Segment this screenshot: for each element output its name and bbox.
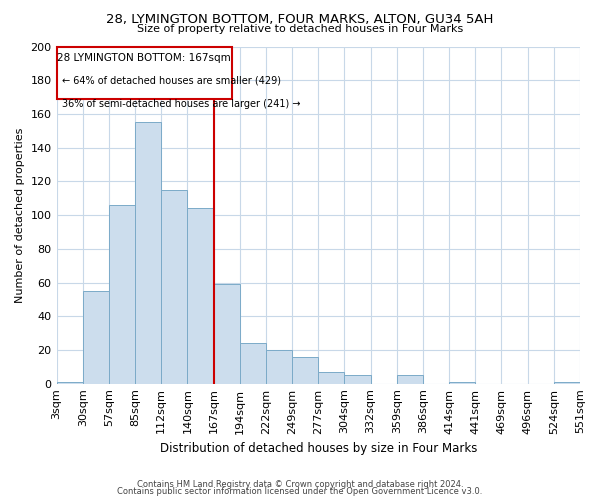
Bar — [397, 376, 423, 384]
FancyBboxPatch shape — [56, 46, 232, 99]
Text: Contains HM Land Registry data © Crown copyright and database right 2024.: Contains HM Land Registry data © Crown c… — [137, 480, 463, 489]
Bar — [292, 356, 318, 384]
Bar — [56, 382, 83, 384]
Bar — [449, 382, 475, 384]
Text: Size of property relative to detached houses in Four Marks: Size of property relative to detached ho… — [137, 24, 463, 34]
Bar — [318, 372, 344, 384]
Text: Contains public sector information licensed under the Open Government Licence v3: Contains public sector information licen… — [118, 487, 482, 496]
Bar — [240, 343, 266, 384]
Bar — [266, 350, 292, 384]
X-axis label: Distribution of detached houses by size in Four Marks: Distribution of detached houses by size … — [160, 442, 477, 455]
Text: 28, LYMINGTON BOTTOM, FOUR MARKS, ALTON, GU34 5AH: 28, LYMINGTON BOTTOM, FOUR MARKS, ALTON,… — [106, 12, 494, 26]
Bar — [161, 190, 187, 384]
Bar — [187, 208, 214, 384]
Text: 36% of semi-detached houses are larger (241) →: 36% of semi-detached houses are larger (… — [62, 99, 300, 109]
Bar — [344, 376, 371, 384]
Bar — [214, 284, 240, 384]
Text: ← 64% of detached houses are smaller (429): ← 64% of detached houses are smaller (42… — [62, 75, 281, 85]
Bar — [554, 382, 580, 384]
Y-axis label: Number of detached properties: Number of detached properties — [15, 128, 25, 303]
Bar — [135, 122, 161, 384]
Text: 28 LYMINGTON BOTTOM: 167sqm: 28 LYMINGTON BOTTOM: 167sqm — [58, 53, 231, 63]
Bar — [83, 291, 109, 384]
Bar — [109, 205, 135, 384]
